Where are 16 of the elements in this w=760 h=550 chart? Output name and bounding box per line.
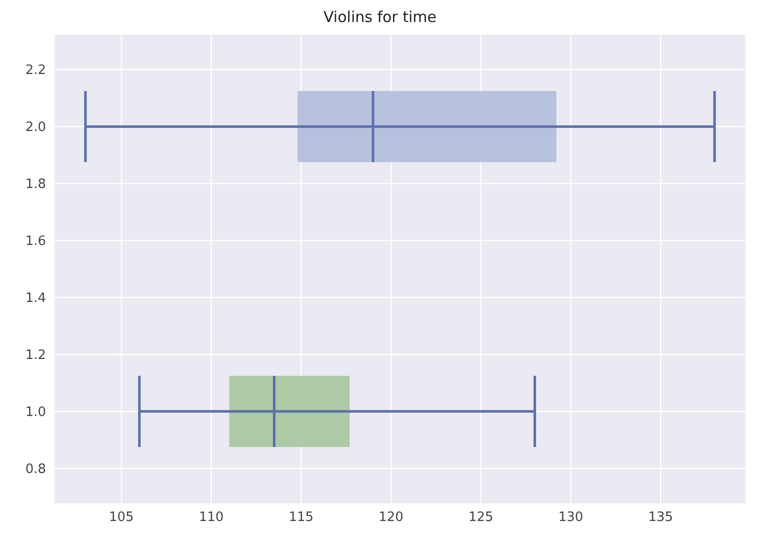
y-tick-label: 0.8 [25,462,46,478]
x-tick-label: 130 [558,510,584,526]
y-tick-label: 2.2 [25,63,46,78]
x-tick-label: 120 [378,510,404,526]
y-tick-label: 2.0 [25,120,46,136]
chart-title: Violins for time [322,8,438,28]
y-tick-label: 1.6 [25,234,46,250]
y-tick-label: 1.8 [25,177,46,192]
y-tick-label: 1.2 [25,348,46,364]
x-tick-label: 125 [468,510,494,526]
x-tick-label: 105 [108,510,134,526]
x-tick-label: 115 [288,510,314,526]
y-tick-label: 1.0 [25,405,46,420]
x-tick-label: 135 [648,510,674,526]
x-tick-label: 110 [198,510,224,526]
y-tick-label: 1.4 [25,291,46,306]
